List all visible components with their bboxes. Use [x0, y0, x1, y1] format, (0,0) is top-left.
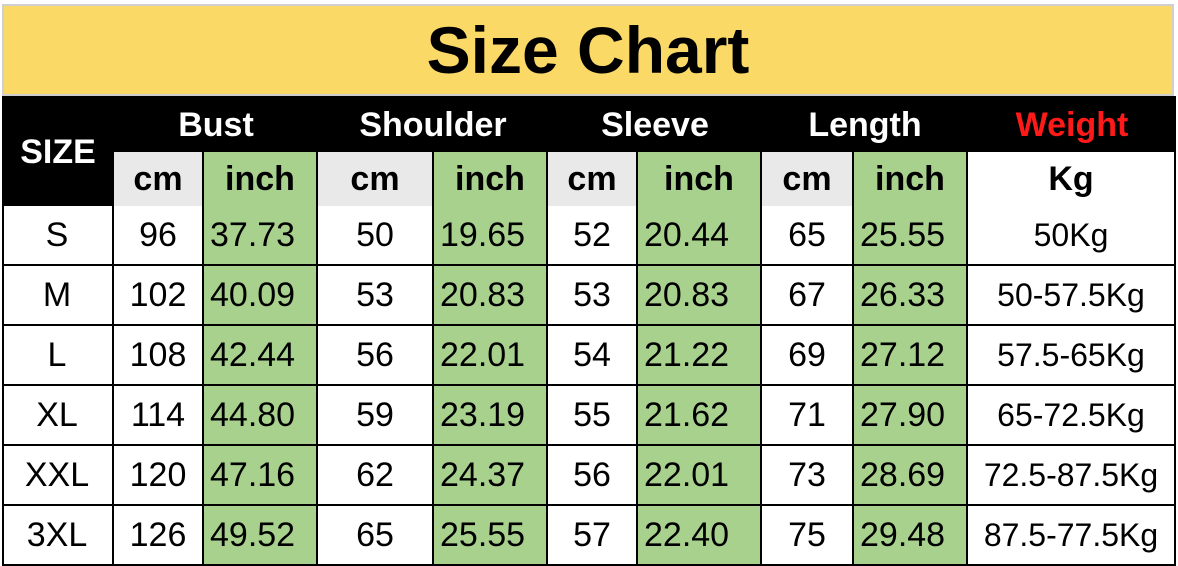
- table-cell-length-cm: 73: [762, 446, 854, 506]
- table-cell-sleeve-cm: 54: [548, 326, 638, 386]
- sleeve-header: Sleeve: [548, 96, 762, 154]
- table-cell-bust-in: 44.80: [204, 386, 318, 446]
- bust-header: Bust: [114, 96, 318, 154]
- table-cell-length-in: 27.12: [854, 326, 968, 386]
- table-cell-weight: 87.5-77.5Kg: [968, 506, 1176, 566]
- table-cell-bust-cm: 120: [114, 446, 204, 506]
- unit-inch-header: inch: [204, 152, 318, 208]
- table-cell-shoulder-in: 22.01: [434, 326, 548, 386]
- table-cell-length-cm: 69: [762, 326, 854, 386]
- table-cell-length-in: 27.90: [854, 386, 968, 446]
- table-cell-sleeve-cm: 52: [548, 206, 638, 266]
- table-cell-bust-cm: 114: [114, 386, 204, 446]
- table-cell-length-in: 26.33: [854, 266, 968, 326]
- table-cell-bust-in: 40.09: [204, 266, 318, 326]
- table-cell-bust-in: 37.73: [204, 206, 318, 266]
- table-cell-bust-in: 47.16: [204, 446, 318, 506]
- table-cell-size: L: [2, 326, 114, 386]
- table-cell-size: S: [2, 206, 114, 266]
- shoulder-header: Shoulder: [318, 96, 548, 154]
- table-cell-shoulder-in: 19.65: [434, 206, 548, 266]
- unit-cm-header: cm: [762, 152, 854, 208]
- table-cell-shoulder-cm: 65: [318, 506, 434, 566]
- table-cell-sleeve-in: 20.83: [638, 266, 762, 326]
- title-bar: Size Chart: [2, 4, 1174, 96]
- table-cell-size: XXL: [2, 446, 114, 506]
- length-header: Length: [762, 96, 968, 154]
- page-title: Size Chart: [426, 13, 750, 87]
- table-cell-shoulder-cm: 53: [318, 266, 434, 326]
- table-cell-shoulder-in: 23.19: [434, 386, 548, 446]
- table-cell-length-cm: 65: [762, 206, 854, 266]
- table-cell-sleeve-cm: 56: [548, 446, 638, 506]
- table-cell-size: 3XL: [2, 506, 114, 566]
- table-cell-sleeve-in: 20.44: [638, 206, 762, 266]
- table-cell-sleeve-in: 22.01: [638, 446, 762, 506]
- table-cell-bust-in: 42.44: [204, 326, 318, 386]
- unit-cm-header: cm: [114, 152, 204, 208]
- unit-inch-header: inch: [854, 152, 968, 208]
- table-cell-shoulder-cm: 62: [318, 446, 434, 506]
- table-cell-shoulder-in: 25.55: [434, 506, 548, 566]
- table-cell-length-cm: 71: [762, 386, 854, 446]
- table-cell-sleeve-in: 21.62: [638, 386, 762, 446]
- unit-cm-header: cm: [318, 152, 434, 208]
- unit-cm-header: cm: [548, 152, 638, 208]
- table-cell-bust-in: 49.52: [204, 506, 318, 566]
- table-cell-sleeve-cm: 55: [548, 386, 638, 446]
- table-cell-length-in: 25.55: [854, 206, 968, 266]
- table-cell-shoulder-in: 24.37: [434, 446, 548, 506]
- table-cell-weight: 57.5-65Kg: [968, 326, 1176, 386]
- table-cell-shoulder-cm: 56: [318, 326, 434, 386]
- table-cell-sleeve-cm: 53: [548, 266, 638, 326]
- unit-kg-header: Kg: [968, 152, 1176, 208]
- table-cell-bust-cm: 96: [114, 206, 204, 266]
- table-cell-sleeve-in: 22.40: [638, 506, 762, 566]
- table-cell-bust-cm: 108: [114, 326, 204, 386]
- table-cell-size: XL: [2, 386, 114, 446]
- table-cell-length-cm: 75: [762, 506, 854, 566]
- table-cell-sleeve-in: 21.22: [638, 326, 762, 386]
- table-cell-length-in: 29.48: [854, 506, 968, 566]
- table-cell-shoulder-in: 20.83: [434, 266, 548, 326]
- table-cell-bust-cm: 126: [114, 506, 204, 566]
- size-table: SIZE Bust Shoulder Sleeve Length Weight cm inch…: [2, 96, 1176, 566]
- table-cell-shoulder-cm: 59: [318, 386, 434, 446]
- table-cell-bust-cm: 102: [114, 266, 204, 326]
- table-cell-length-cm: 67: [762, 266, 854, 326]
- table-left-border: [2, 206, 4, 566]
- unit-inch-header: inch: [434, 152, 548, 208]
- table-cell-sleeve-cm: 57: [548, 506, 638, 566]
- unit-inch-header: inch: [638, 152, 762, 208]
- weight-header: Weight: [968, 96, 1176, 154]
- table-cell-weight: 50-57.5Kg: [968, 266, 1176, 326]
- table-cell-length-in: 28.69: [854, 446, 968, 506]
- table-cell-weight: 65-72.5Kg: [968, 386, 1176, 446]
- table-cell-shoulder-cm: 50: [318, 206, 434, 266]
- table-cell-weight: 50Kg: [968, 206, 1176, 266]
- size-header: SIZE: [2, 96, 114, 208]
- table-cell-size: M: [2, 266, 114, 326]
- table-cell-weight: 72.5-87.5Kg: [968, 446, 1176, 506]
